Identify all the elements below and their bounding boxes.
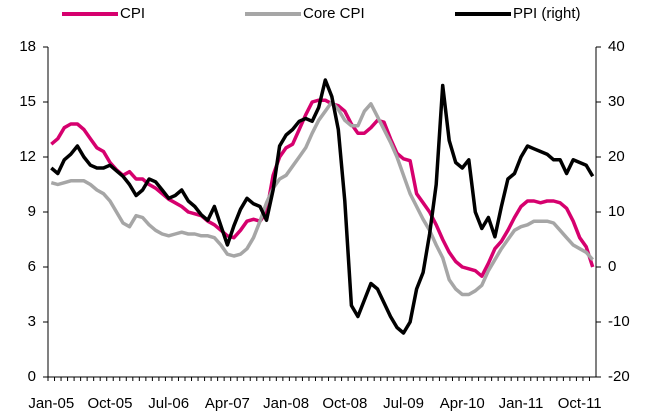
legend-label: PPI (right): [513, 5, 581, 22]
y-tick-label: 12: [19, 148, 36, 165]
x-tick-label: Jan-08: [263, 395, 309, 412]
x-tick-label: Oct-08: [322, 395, 367, 412]
legend-label: Core CPI: [303, 5, 365, 22]
y2-tick-label: 10: [608, 203, 625, 220]
y2-tick-label: 40: [608, 38, 625, 55]
y-tick-label: 3: [28, 313, 36, 330]
x-tick-label: Jan-05: [28, 395, 74, 412]
series-line: [50, 100, 595, 297]
x-tick-label: Apr-07: [205, 395, 250, 412]
x-tick-label: Apr-10: [440, 395, 485, 412]
y-tick-label: 9: [28, 203, 36, 220]
series-line: [50, 78, 595, 335]
y2-tick-label: 0: [608, 258, 616, 275]
x-tick-label: Oct-11: [558, 395, 602, 412]
x-tick-label: Oct-05: [87, 395, 132, 412]
y-tick-label: 15: [19, 93, 36, 110]
x-tick-label: Jul-06: [148, 395, 189, 412]
legend-label: CPI: [120, 5, 145, 22]
y-tick-label: 18: [19, 38, 36, 55]
y2-tick-label: 30: [608, 93, 625, 110]
y2-tick-label: -10: [608, 313, 630, 330]
x-tick-label: Jan-11: [499, 395, 544, 412]
y-tick-label: 0: [28, 368, 36, 385]
y2-tick-label: 20: [608, 148, 625, 165]
y2-tick-label: -20: [608, 368, 630, 385]
x-tick-label: Jul-09: [383, 395, 424, 412]
y-tick-label: 6: [28, 258, 36, 275]
